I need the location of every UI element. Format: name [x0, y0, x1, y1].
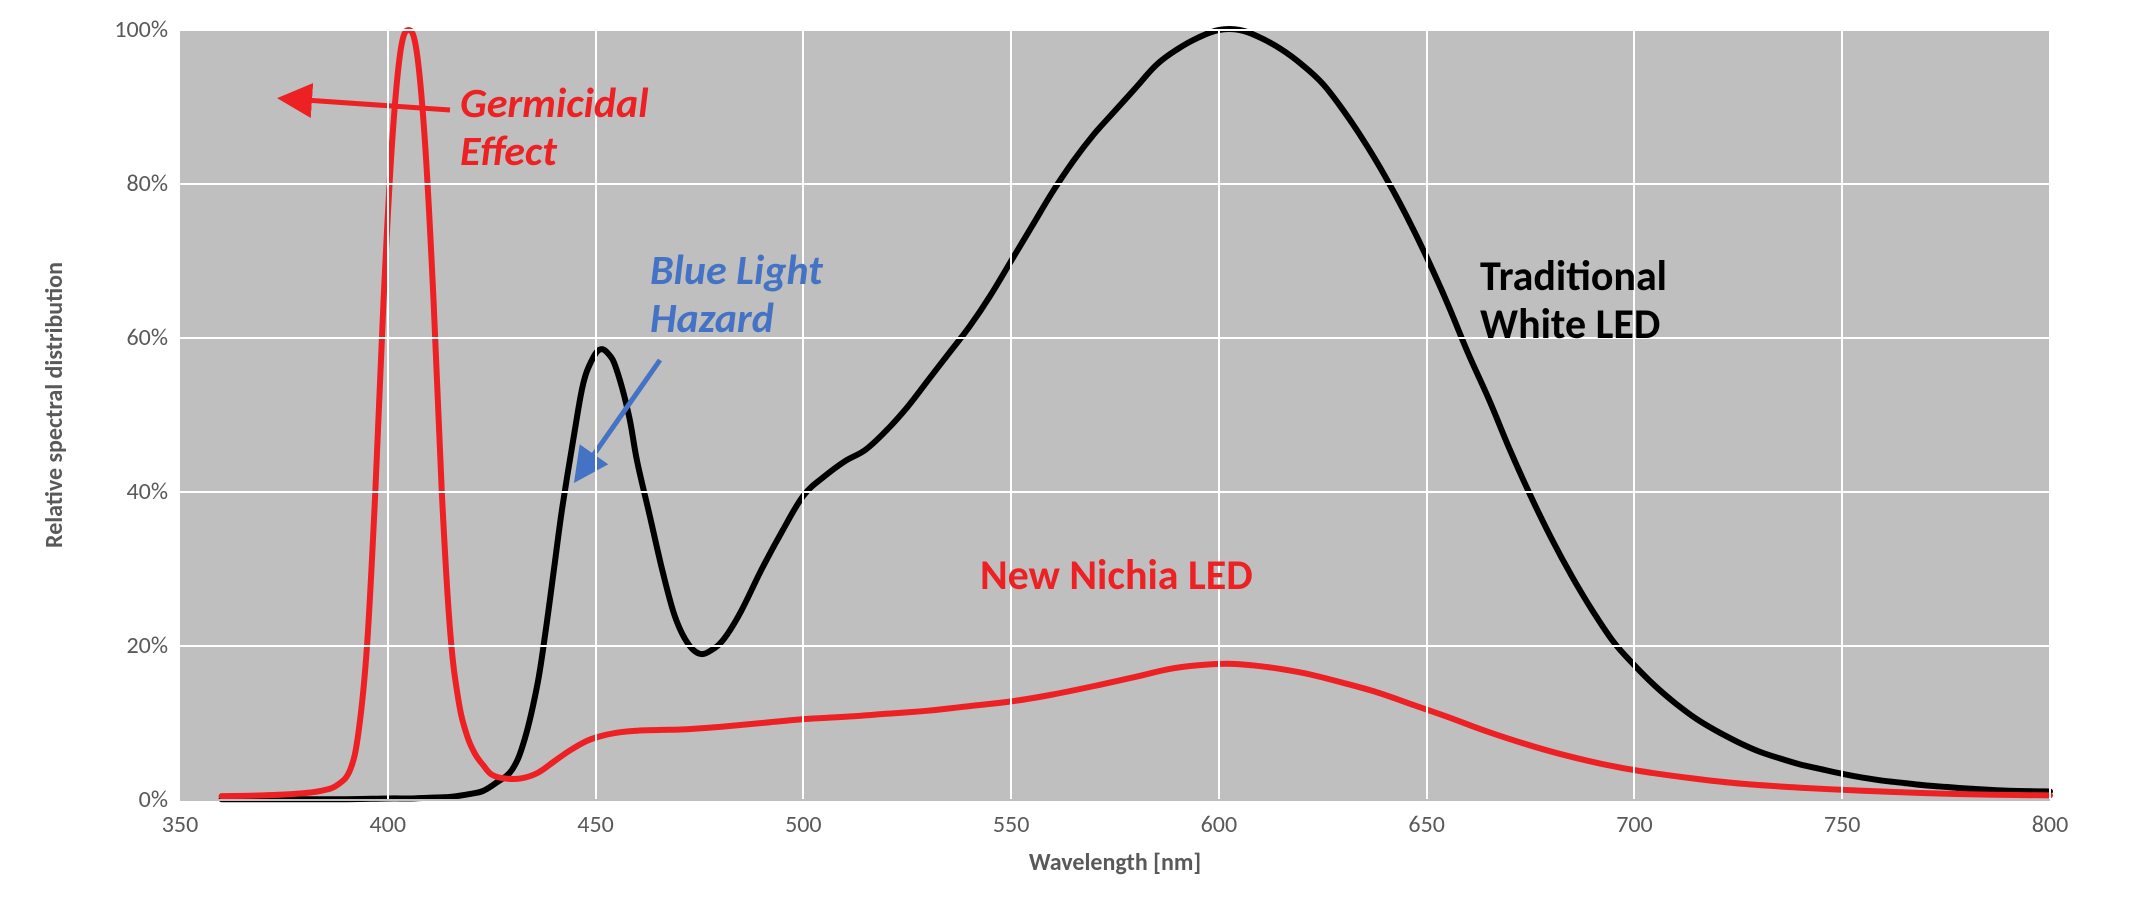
y-tick-label: 100%	[88, 15, 168, 44]
x-tick-label: 400	[358, 810, 418, 839]
x-tick-label: 450	[566, 810, 626, 839]
gridline-vertical	[1426, 30, 1428, 800]
x-tick-label: 650	[1397, 810, 1457, 839]
gridline-horizontal	[180, 29, 2050, 31]
y-tick-label: 20%	[88, 631, 168, 660]
x-axis-line	[180, 799, 2050, 801]
traditional-white-label: Traditional White LED	[1480, 253, 1667, 350]
x-tick-label: 700	[1604, 810, 1664, 839]
gridline-vertical	[2049, 30, 2051, 800]
x-tick-label: 350	[150, 810, 210, 839]
gridline-vertical	[802, 30, 804, 800]
gridline-horizontal	[180, 491, 2050, 493]
x-tick-label: 550	[981, 810, 1041, 839]
y-tick-label: 40%	[88, 477, 168, 506]
gridline-vertical	[1218, 30, 1220, 800]
germicidal-effect-label: Germicidal Effect	[460, 80, 649, 177]
x-tick-label: 500	[773, 810, 833, 839]
new-nichia-label: New Nichia LED	[980, 552, 1253, 600]
gridline-horizontal	[180, 183, 2050, 185]
x-tick-label: 800	[2020, 810, 2080, 839]
gridline-vertical	[387, 30, 389, 800]
y-tick-label: 60%	[88, 323, 168, 352]
gridline-vertical	[1841, 30, 1843, 800]
x-tick-label: 750	[1812, 810, 1872, 839]
spectral-chart: Wavelength [nm] Relative spectral distri…	[0, 0, 2142, 906]
gridline-vertical	[1633, 30, 1635, 800]
y-axis-title: Relative spectral distribution	[40, 205, 69, 605]
y-tick-label: 80%	[88, 169, 168, 198]
gridline-vertical	[1010, 30, 1012, 800]
gridline-horizontal	[180, 645, 2050, 647]
gridline-horizontal	[180, 337, 2050, 339]
blue-light-hazard-label: Blue Light Hazard	[650, 247, 823, 344]
x-axis-title: Wavelength [nm]	[180, 848, 2050, 877]
x-tick-label: 600	[1189, 810, 1249, 839]
